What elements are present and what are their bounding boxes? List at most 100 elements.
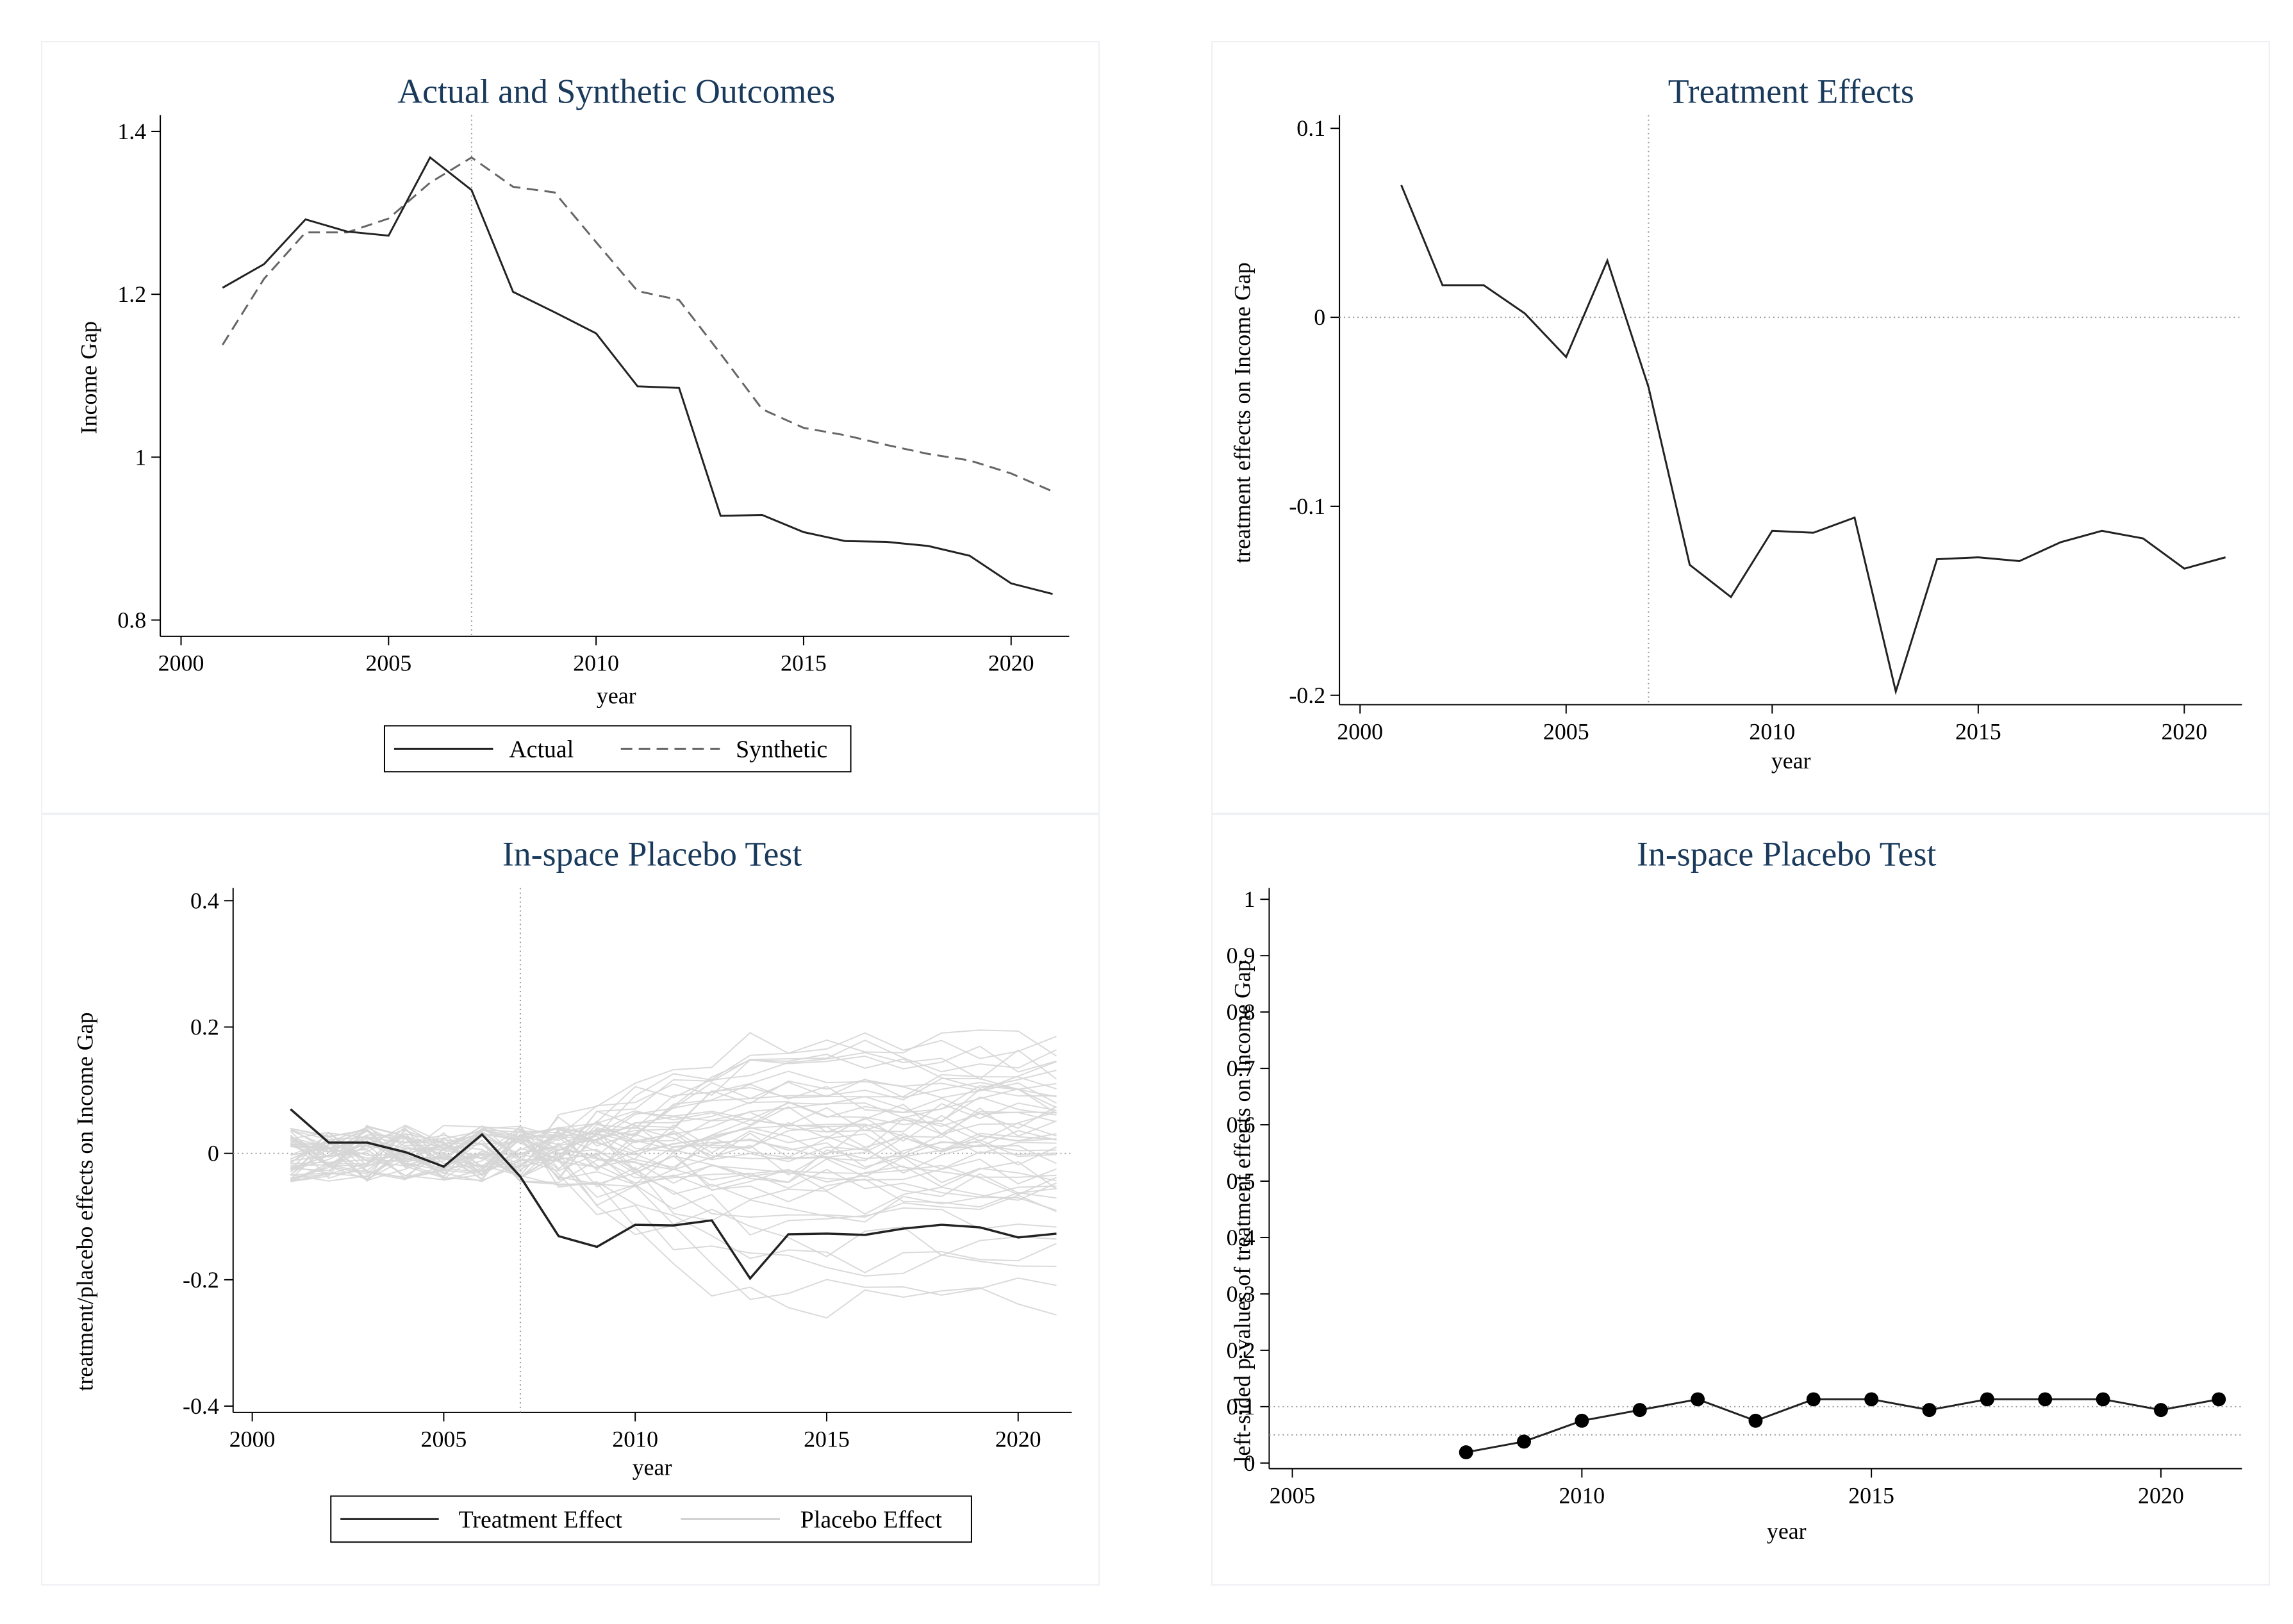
placebo-effect-line (290, 1134, 1057, 1277)
x-axis-label: year (597, 683, 636, 709)
y-axis-label: left-sided p-values of treatment effects… (1230, 960, 1255, 1462)
placebo-lines (290, 1029, 1057, 1319)
p-value-point (2096, 1392, 2110, 1407)
x-tick-label: 2000 (1337, 718, 1383, 744)
y-tick-label: 0.2 (1227, 1338, 1255, 1363)
y-tick-label: 0.8 (1227, 999, 1255, 1025)
placebo-effect-line (290, 1136, 1057, 1319)
p-value-point (1517, 1434, 1531, 1449)
x-tick-label: 2015 (781, 650, 827, 676)
x-tick-label: 2010 (573, 650, 619, 676)
x-tick-label: 2000 (158, 650, 204, 676)
y-tick-label: 0.3 (1227, 1281, 1255, 1307)
y-axis-label: treatment/placebo effects on Income Gap (72, 1012, 97, 1391)
y-tick-label: 0 (208, 1141, 219, 1166)
p-value-point (1575, 1413, 1589, 1428)
y-tick-label: 0.9 (1227, 943, 1255, 968)
legend: Treatment Effect Placebo Effect (330, 1495, 972, 1543)
placebo-effect-line (290, 1054, 1057, 1170)
panel-actual-synthetic: Actual and Synthetic Outcomes year Incom… (41, 41, 1100, 814)
chart-title: Actual and Synthetic Outcomes (397, 72, 835, 111)
placebo-effect-line (290, 1140, 1057, 1185)
x-tick-label: 2015 (1848, 1482, 1894, 1508)
x-tick-label: 2020 (2138, 1482, 2184, 1508)
p-value-point (1691, 1392, 1705, 1407)
y-axis-label: Income Gap (76, 321, 101, 434)
x-tick-label: 2020 (2161, 718, 2207, 744)
legend-label-actual: Actual (509, 736, 574, 763)
chart-placebo-effects: In-space Placebo Test year treatment/pla… (72, 835, 1072, 1543)
legend: Actual Synthetic (383, 725, 852, 773)
p-value-line (1466, 1398, 2219, 1454)
treatment-effect-line (290, 1108, 1057, 1280)
y-tick-label: -0.2 (1289, 683, 1325, 708)
placebo-effect-line (290, 1111, 1057, 1179)
x-axis-label: year (633, 1455, 672, 1480)
p-value-point (1922, 1403, 1937, 1418)
x-tick-label: 2020 (995, 1427, 1041, 1452)
placebo-effect-line (290, 1111, 1057, 1175)
x-tick-label: 2000 (229, 1427, 276, 1452)
chart-title: In-space Placebo Test (502, 835, 802, 874)
y-tick-label: -0.4 (183, 1393, 219, 1419)
y-tick-label: 1.2 (117, 281, 146, 307)
legend-box (330, 1495, 972, 1543)
legend-label-placebo: Placebo Effect (800, 1506, 943, 1533)
placebo-effect-line (290, 1139, 1057, 1197)
x-tick-label: 2020 (988, 650, 1034, 676)
y-tick-label: 0.7 (1227, 1056, 1255, 1081)
chart-p-values: In-space Placebo Test year left-sided p-… (1227, 835, 2242, 1544)
panel-p-values: In-space Placebo Test year left-sided p-… (1211, 814, 2270, 1586)
y-tick-label: 1.4 (117, 119, 146, 144)
x-tick-label: 2005 (421, 1427, 467, 1452)
y-tick-label: 0.4 (190, 888, 219, 913)
y-tick-label: 1 (1244, 886, 1255, 912)
panel-treatment-effects: Treatment Effects year treatment effects… (1211, 41, 2270, 814)
x-tick-label: 2005 (1543, 718, 1589, 744)
placebo-effect-line (290, 1077, 1057, 1181)
series-treatment-effect-line (1400, 185, 2226, 695)
placebo-effect-line (290, 1083, 1057, 1178)
placebo-effect-line (290, 1136, 1057, 1218)
legend-label-treatment: Treatment Effect (459, 1506, 623, 1533)
p-value-point (2038, 1392, 2053, 1407)
x-tick-label: 2010 (1749, 718, 1795, 744)
placebo-effect-line (290, 1129, 1057, 1236)
x-tick-label: 2010 (612, 1427, 658, 1452)
placebo-effect-line (290, 1133, 1057, 1196)
x-tick-label: 2005 (365, 650, 411, 676)
placebo-effect-line (290, 1125, 1057, 1273)
legend-label-synthetic: Synthetic (736, 736, 827, 763)
x-tick-label: 2015 (804, 1427, 850, 1452)
x-tick-label: 2010 (1559, 1482, 1605, 1508)
y-tick-label: 0 (1244, 1450, 1255, 1476)
p-value-point (2153, 1403, 2168, 1418)
p-value-point (2212, 1392, 2226, 1407)
y-tick-label: 0.6 (1227, 1112, 1255, 1138)
p-value-point (1632, 1403, 1647, 1418)
placebo-effect-line (290, 1130, 1057, 1184)
p-value-point (1459, 1445, 1473, 1460)
series-synthetic-line (222, 156, 1054, 493)
series-actual-line (222, 156, 1053, 595)
placebo-effect-line (290, 1125, 1057, 1208)
x-axis-label: year (1767, 1518, 1807, 1544)
placebo-effect-line (290, 1029, 1057, 1173)
y-tick-label: 0.2 (190, 1014, 219, 1040)
y-axis-label: treatment effects on Income Gap (1230, 262, 1255, 563)
y-tick-label: 0.5 (1227, 1168, 1255, 1194)
y-tick-label: -0.2 (183, 1267, 219, 1293)
x-tick-label: 2015 (1955, 718, 2001, 744)
placebo-effect-line (290, 1040, 1057, 1177)
placebo-effect-line (290, 1128, 1057, 1191)
p-value-point (1748, 1413, 1763, 1428)
y-tick-label: -0.1 (1289, 493, 1325, 519)
x-tick-label: 2005 (1270, 1482, 1316, 1508)
p-value-point (1806, 1392, 1821, 1407)
chart-title: Treatment Effects (1668, 72, 1914, 111)
legend-box (383, 725, 852, 773)
chart-treatment-effects: Treatment Effects year treatment effects… (1230, 72, 2242, 774)
chart-actual-synthetic: Actual and Synthetic Outcomes year Incom… (76, 72, 1070, 773)
y-tick-label: 0 (1314, 304, 1325, 330)
chart-title: In-space Placebo Test (1637, 835, 1936, 874)
